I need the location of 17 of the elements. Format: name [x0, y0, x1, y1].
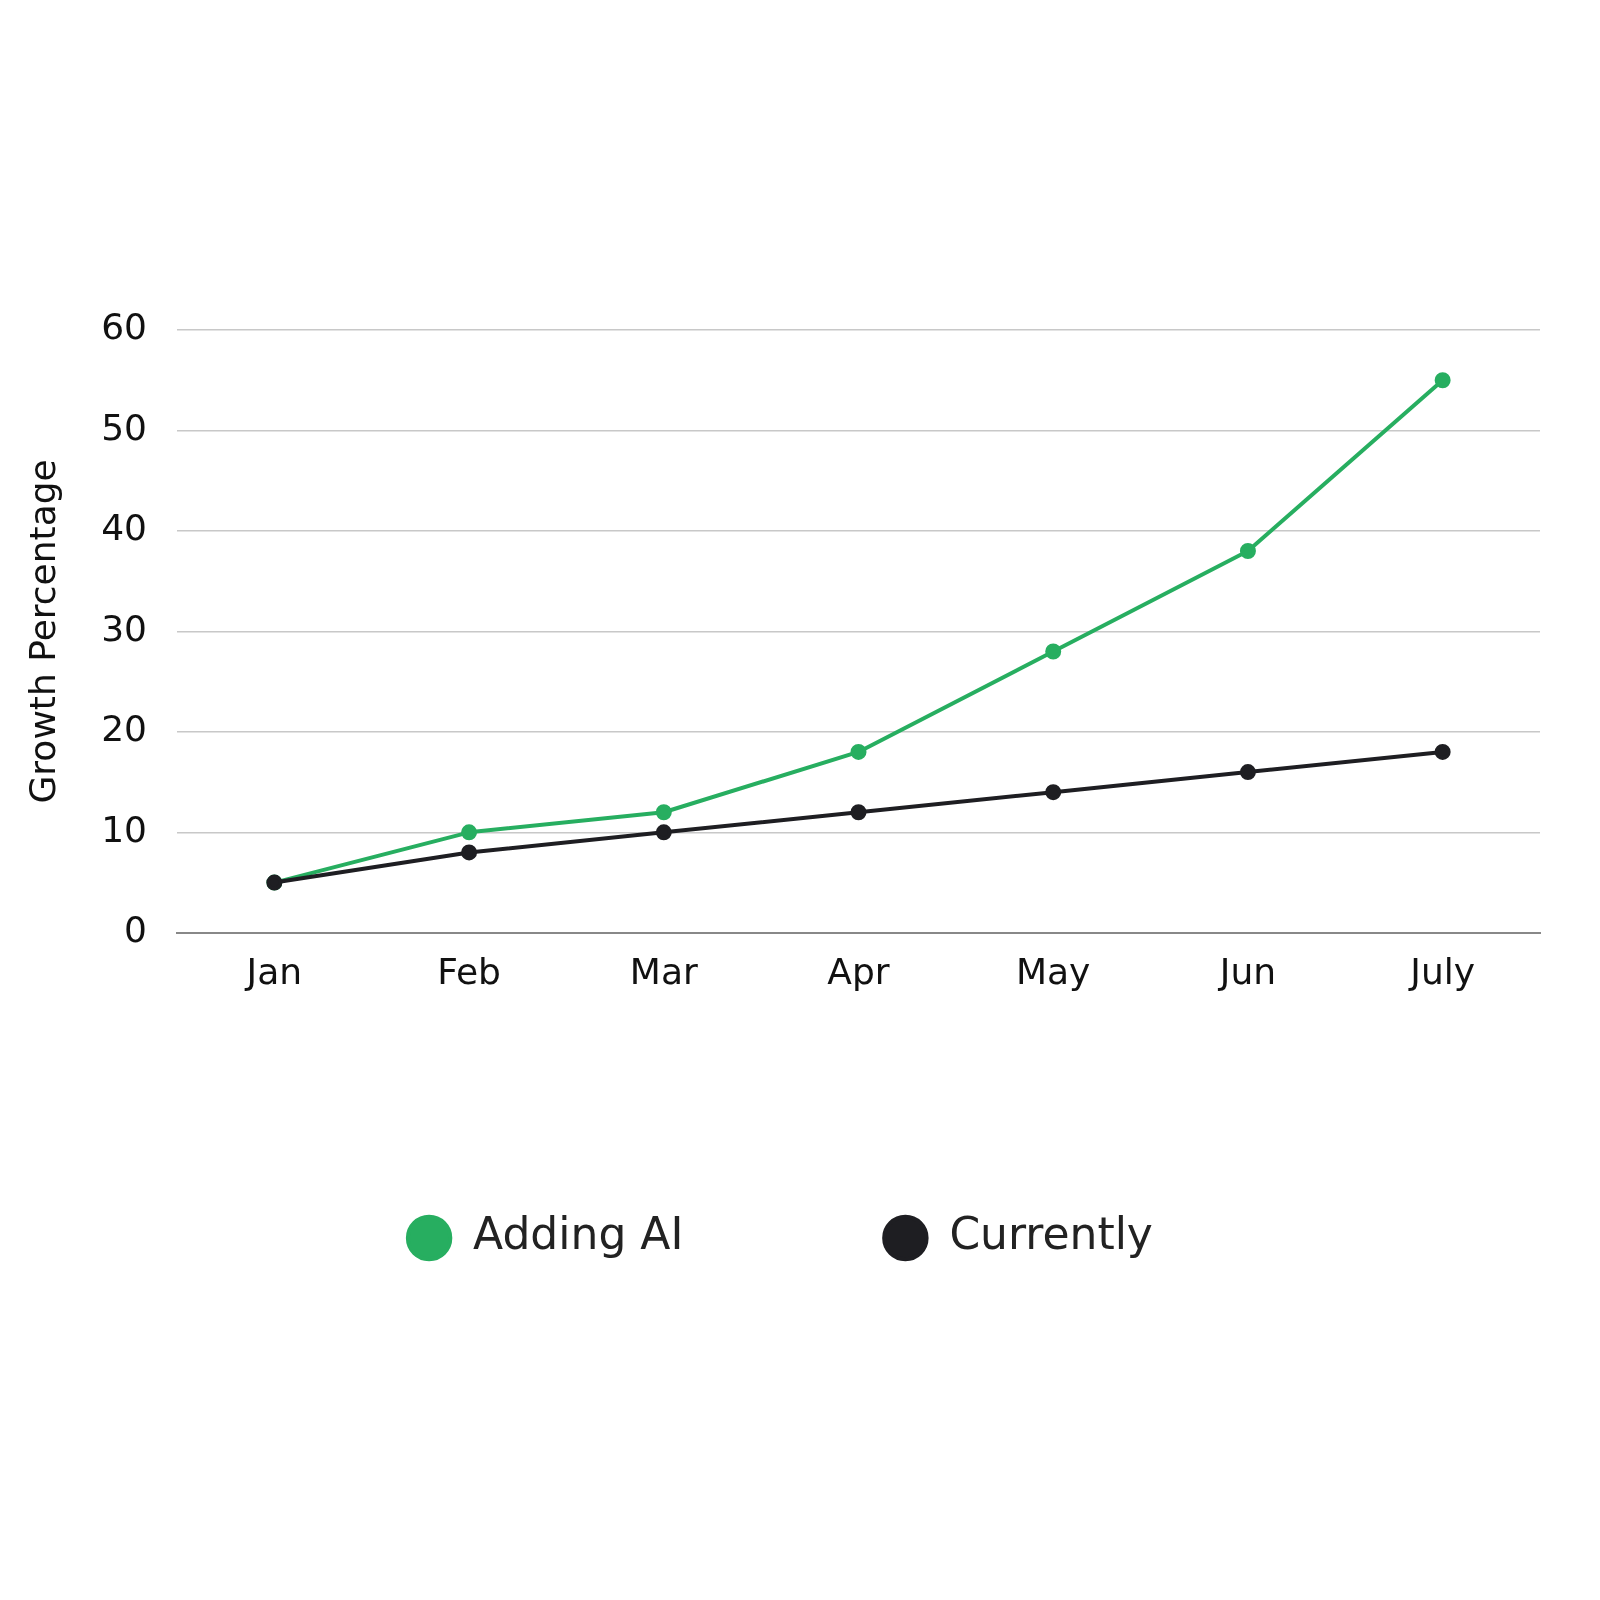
y-tick-label: 50: [101, 406, 148, 448]
y-tick-label: 0: [124, 909, 148, 951]
y-tick-label: 40: [101, 507, 148, 549]
legend-label: Adding AI: [473, 1208, 684, 1260]
x-tick-label: July: [1408, 950, 1476, 992]
x-tick-label: Jan: [244, 950, 303, 992]
x-tick-label: Feb: [437, 950, 501, 992]
x-tick-label: Jun: [1217, 950, 1277, 992]
y-tick-label: 30: [101, 607, 148, 649]
y-tick-label: 60: [101, 306, 148, 348]
y-tick-label: 20: [101, 708, 148, 750]
x-tick-label: May: [1016, 950, 1091, 992]
y-tick-label: 10: [101, 808, 148, 850]
legend-label: Currently: [949, 1208, 1153, 1260]
x-tick-label: Mar: [629, 950, 698, 992]
y-axis-title: Growth Percentage: [21, 459, 63, 804]
x-tick-label: Apr: [827, 950, 890, 992]
